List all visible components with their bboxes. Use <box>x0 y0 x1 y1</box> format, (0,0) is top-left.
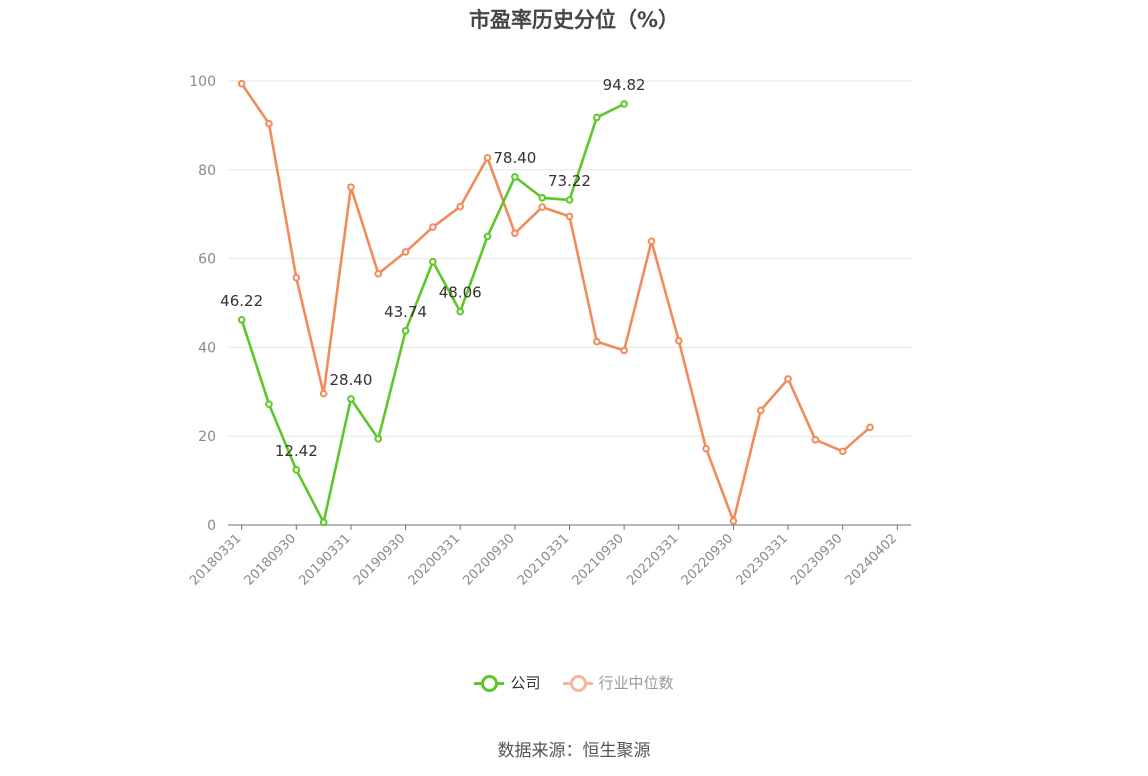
data-point-company <box>620 100 628 108</box>
data-source-note: 数据来源：恒生聚源 <box>497 741 651 761</box>
x-tick-label: 20180331 <box>187 531 244 588</box>
line-chart: 0 20 40 60 80 100 201803312018093020190331201… <box>187 74 911 589</box>
data-point-industry-median <box>620 346 628 355</box>
legend-industry-marker-icon <box>562 674 593 692</box>
data-point-industry-median <box>784 375 792 383</box>
data-point-industry-median <box>319 389 328 398</box>
data-point-industry-median <box>483 154 492 162</box>
legend-item-industry-median[interactable]: 行业中位数 <box>562 672 674 693</box>
data-point-industry-median <box>292 273 301 282</box>
data-point-company <box>456 307 465 316</box>
x-tick-label: 20210930 <box>570 531 627 588</box>
data-label: 48.06 <box>439 284 482 302</box>
x-tick-label: 20190930 <box>351 531 408 588</box>
data-point-industry-median <box>702 444 710 453</box>
x-tick-label: 20210331 <box>515 531 572 588</box>
data-point-company <box>429 257 437 266</box>
y-tick-label: 80 <box>198 163 216 179</box>
y-tick-label: 20 <box>198 429 216 445</box>
data-label: 12.42 <box>275 442 318 460</box>
chart-title: 市盈率历史分位（%） <box>468 8 680 32</box>
y-tick-label: 40 <box>198 340 216 356</box>
data-point-company <box>538 193 546 202</box>
x-tick-label: 20200331 <box>406 531 463 588</box>
data-label: 78.40 <box>493 149 536 167</box>
data-point-company <box>483 232 492 241</box>
series-lines <box>237 79 874 527</box>
data-point-industry-median <box>511 229 519 238</box>
x-tick-label: 20230331 <box>733 531 790 588</box>
data-point-industry-median <box>866 423 874 432</box>
data-label: 43.74 <box>384 303 427 321</box>
legend: 公司 行业中位数 <box>0 672 1148 693</box>
data-point-industry-median <box>265 119 273 128</box>
data-labels: 46.22 12.42 28.40 43.74 48.06 78.40 73.22 94.82 <box>220 76 645 460</box>
series-line-industry-median <box>240 82 871 523</box>
data-point-industry-median <box>593 337 601 346</box>
data-point-industry-median <box>429 223 437 231</box>
data-point-company <box>565 196 574 204</box>
data-point-industry-median <box>401 248 410 256</box>
y-tick-label: 100 <box>189 74 216 90</box>
data-point-industry-median <box>538 203 546 211</box>
y-tick-label: 60 <box>198 252 216 268</box>
legend-item-company[interactable]: 公司 <box>474 672 541 693</box>
data-point-industry-median <box>729 517 738 525</box>
legend-industry-label: 行业中位数 <box>598 674 674 692</box>
y-tick-label: 0 <box>207 518 216 534</box>
x-tick-label: 20180930 <box>242 531 299 588</box>
x-tick-label: 20220331 <box>624 531 681 588</box>
data-label: 94.82 <box>603 76 646 94</box>
x-tick-label: 20240402 <box>843 531 900 588</box>
data-point-company <box>511 173 519 181</box>
data-point-industry-median <box>374 269 383 278</box>
data-label: 46.22 <box>220 292 263 310</box>
x-tick-label: 20200930 <box>460 531 517 588</box>
data-point-industry-median <box>237 79 246 88</box>
data-point-company <box>401 326 410 335</box>
data-point-company <box>593 113 601 122</box>
data-point-industry-median <box>565 212 574 221</box>
data-point-company <box>347 395 355 403</box>
x-tick-label: 20190331 <box>296 531 353 588</box>
legend-company-label: 公司 <box>510 674 541 692</box>
data-point-industry-median <box>838 447 847 456</box>
x-tick-label: 20230930 <box>788 531 845 588</box>
data-label: 73.22 <box>548 172 591 190</box>
x-axis-ticks: 2018033120180930201903312019093020200331… <box>187 531 900 588</box>
x-tick-label: 20220930 <box>679 531 736 588</box>
data-point-company <box>292 466 301 474</box>
data-point-industry-median <box>347 183 355 191</box>
legend-company-marker-icon <box>474 674 505 692</box>
data-label: 28.40 <box>329 371 372 389</box>
data-point-company <box>374 435 383 443</box>
data-point-industry-median <box>456 202 465 211</box>
y-axis-ticks: 0 20 40 60 80 100 <box>189 74 216 534</box>
data-point-industry-median <box>811 435 820 444</box>
data-point-industry-median <box>756 406 765 415</box>
data-point-industry-median <box>674 336 683 345</box>
data-point-company <box>319 518 328 527</box>
data-point-company <box>265 400 273 409</box>
data-point-industry-median <box>647 237 656 246</box>
x-axis <box>228 524 911 530</box>
data-point-company <box>237 315 246 324</box>
